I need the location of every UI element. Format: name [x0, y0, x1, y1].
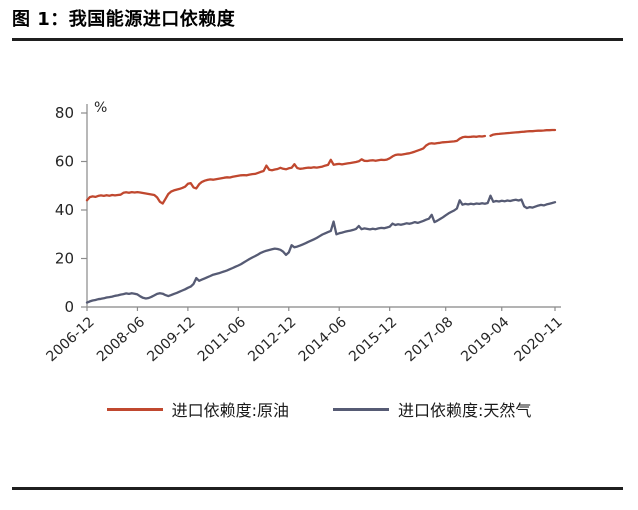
crude-oil-series-line [85, 128, 557, 205]
y-axis-unit-label: % [94, 100, 107, 116]
x-tick-label: 2014-06 [296, 314, 350, 365]
natural-gas-series-line [85, 194, 557, 304]
figure-title: 图 1：我国能源进口依赖度 [12, 9, 236, 30]
figure-bottom-divider [12, 487, 623, 490]
natural-gas-line-swatch [333, 407, 389, 411]
y-tick-label: 20 [55, 250, 74, 268]
x-tick-label: 2012-12 [245, 314, 299, 365]
x-tick-label: 2006-12 [43, 314, 97, 365]
y-tick-label: 60 [55, 153, 74, 171]
title-divider [12, 38, 623, 41]
legend-item-natural-gas: 进口依赖度:天然气 [333, 397, 531, 421]
x-tick-label: 2015-12 [346, 314, 400, 365]
x-axis: 2006-122008-062009-122011-062012-122014-… [43, 306, 566, 365]
x-tick-label: 2017-08 [402, 314, 456, 365]
x-tick-label: 2011-06 [195, 314, 249, 365]
y-tick-label: 0 [64, 298, 74, 316]
x-tick-label: 2019-04 [458, 314, 512, 365]
y-axis: 0 20 40 60 80 [55, 104, 88, 316]
legend-label-natural-gas: 进口依赖度:天然气 [398, 401, 532, 420]
legend-label-crude-oil: 进口依赖度:原油 [171, 401, 289, 420]
legend-item-crude-oil: 进口依赖度:原油 [106, 397, 289, 421]
chart-legend: 进口依赖度:原油 进口依赖度:天然气 [0, 397, 638, 421]
x-tick-label: 2009-12 [144, 314, 198, 365]
y-tick-label: 40 [55, 201, 74, 219]
crude-oil-line-swatch [106, 407, 163, 411]
x-tick-label: 2008-06 [94, 314, 148, 365]
y-tick-label: 80 [55, 104, 74, 122]
x-tick-label: 2020-11 [511, 314, 565, 365]
